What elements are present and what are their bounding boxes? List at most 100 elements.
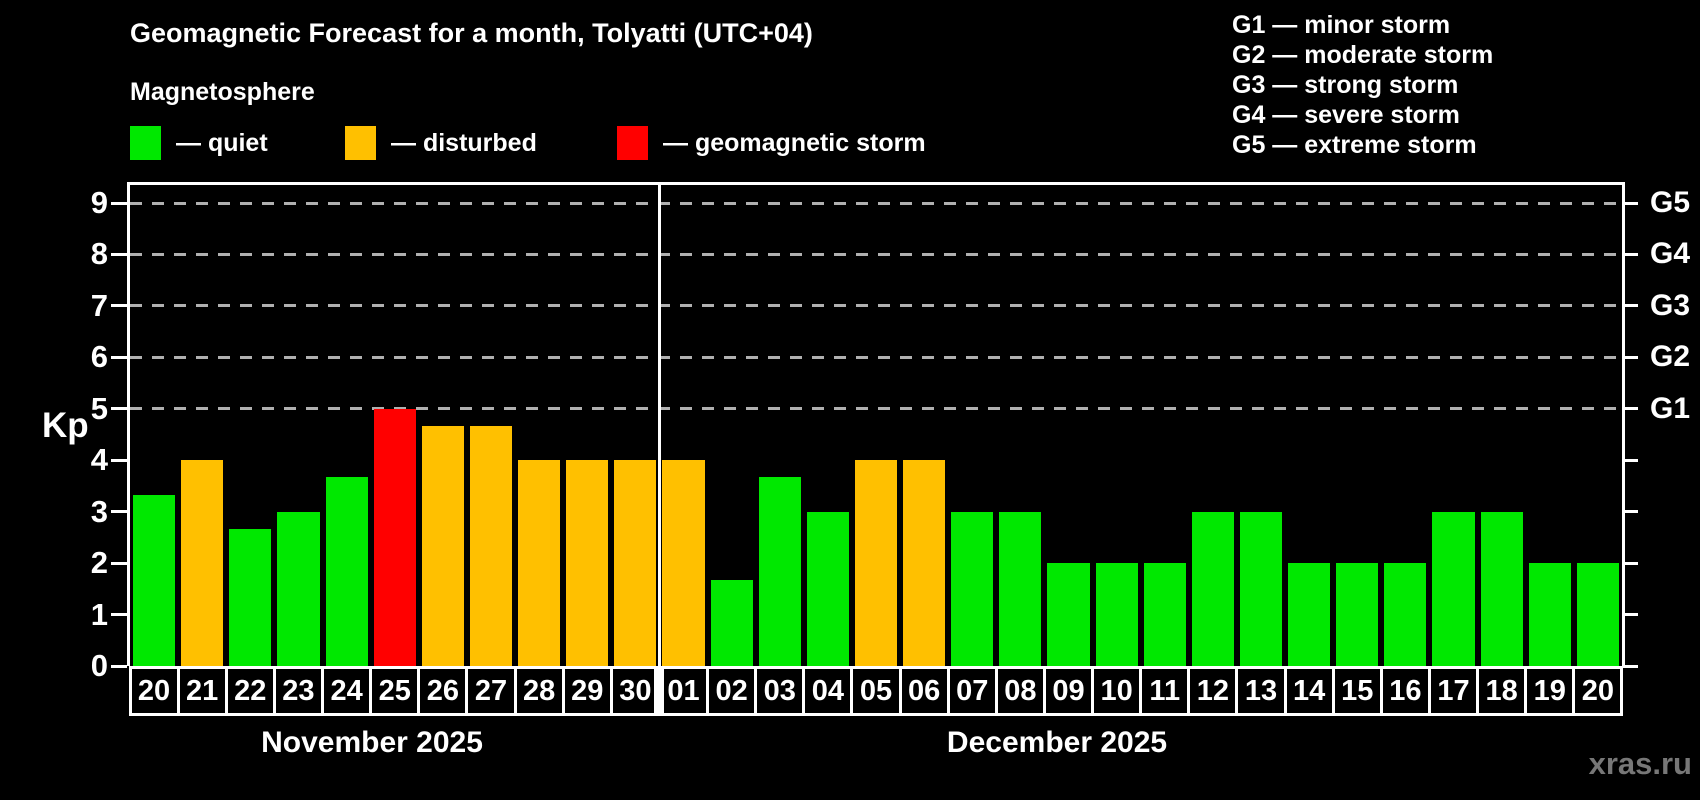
g-axis-label-g4: G4 — [1650, 237, 1691, 271]
day-label: 20 — [1572, 666, 1624, 716]
day-label: 14 — [1283, 666, 1335, 716]
right-axis-tick — [1622, 252, 1638, 256]
day-label: 30 — [609, 666, 661, 716]
legend-item-disturbed: — disturbed — [345, 126, 537, 160]
kp-bar — [1047, 563, 1090, 666]
kp-bar — [1576, 563, 1619, 666]
day-label: 26 — [417, 666, 469, 716]
gridline-kp5 — [130, 407, 1622, 411]
g4-scale-item: G4 — severe storm — [1232, 101, 1460, 129]
kp-bar — [1480, 511, 1523, 666]
kp-bar — [854, 460, 898, 666]
y-axis-tick — [111, 510, 127, 514]
kp-bar — [758, 477, 801, 666]
month-label-december: December 2025 — [946, 726, 1168, 759]
right-axis-tick — [1622, 510, 1638, 514]
right-axis-tick — [1622, 407, 1638, 411]
day-label: 24 — [321, 666, 373, 716]
kp-bar — [903, 460, 946, 666]
day-label: 06 — [898, 666, 950, 716]
kp-bar — [277, 511, 320, 666]
y-axis-tick-label: 8 — [90, 236, 108, 272]
y-axis-tick-label: 2 — [90, 545, 108, 581]
month-divider — [654, 666, 665, 716]
quiet-color-swatch — [130, 126, 161, 160]
legend-label-disturbed: — disturbed — [391, 128, 537, 157]
storm-scale-legend: G1 — minor storm G2 — moderate storm G3 … — [1232, 10, 1493, 160]
kp-bar — [421, 425, 464, 666]
kp-bar — [518, 460, 561, 666]
day-label: 23 — [272, 666, 324, 716]
y-axis-tick-label: 7 — [90, 287, 108, 323]
kp-bar — [469, 425, 513, 666]
y-axis-tick — [111, 355, 127, 359]
kp-bar — [710, 580, 753, 666]
legend-label-storm: — geomagnetic storm — [663, 128, 926, 157]
gridline-kp7 — [130, 304, 1622, 308]
day-label: 17 — [1427, 666, 1480, 716]
y-axis-tick-label: 3 — [90, 493, 108, 529]
day-label: 19 — [1524, 666, 1576, 716]
storm-color-swatch — [617, 126, 648, 160]
kp-bar — [1095, 563, 1138, 666]
day-label: 12 — [1187, 666, 1239, 716]
y-axis-tick — [111, 613, 127, 617]
day-label: 01 — [657, 666, 710, 716]
kp-bar — [373, 408, 416, 666]
day-label: 04 — [802, 666, 854, 716]
right-axis-tick — [1622, 664, 1638, 668]
kp-bar — [1384, 563, 1427, 666]
y-axis-tick — [111, 664, 127, 668]
day-label: 18 — [1476, 666, 1528, 716]
g3-scale-item: G3 — strong storm — [1232, 71, 1459, 99]
kp-bar — [229, 528, 272, 666]
y-axis-tick-label: 9 — [90, 185, 108, 220]
right-axis-tick — [1622, 304, 1638, 308]
kp-bar — [951, 511, 994, 666]
kp-bar — [1143, 563, 1186, 666]
right-axis-tick — [1622, 458, 1638, 462]
y-axis-tick — [111, 201, 127, 205]
kp-bar — [999, 511, 1042, 666]
day-label: 02 — [706, 666, 758, 716]
right-axis-tick — [1622, 355, 1638, 359]
kp-bar — [181, 460, 224, 666]
kp-bar — [1336, 563, 1379, 666]
kp-bar — [1239, 511, 1283, 666]
legend-label-quiet: — quiet — [176, 128, 268, 157]
day-label: 15 — [1331, 666, 1383, 716]
plot-area — [127, 182, 1625, 666]
y-axis-tick — [111, 252, 127, 256]
kp-bar — [806, 511, 849, 666]
y-axis-tick-label: 4 — [90, 442, 108, 478]
day-label: 21 — [176, 666, 228, 716]
day-axis-row: 20 21 22 23 24 25 26 27 28 29 30 01 02 03 04 05 06 07 08 09… — [128, 666, 1624, 716]
gridline-kp8 — [130, 252, 1622, 256]
day-label: 08 — [994, 666, 1046, 716]
right-axis-tick — [1622, 201, 1638, 205]
y-axis-tick-label: 5 — [90, 390, 108, 426]
day-label: 11 — [1139, 666, 1191, 716]
day-label: 28 — [513, 666, 565, 716]
kp-bar — [325, 477, 368, 666]
day-label: 07 — [946, 666, 998, 716]
day-label: 10 — [1091, 666, 1143, 716]
status-legend: — quiet — disturbed — geomagnetic storm — [130, 126, 1030, 164]
month-label-november: November 2025 — [261, 726, 483, 759]
g-axis-label-g1: G1 — [1650, 391, 1691, 425]
gridline-kp9 — [130, 201, 1622, 205]
kp-bar — [614, 460, 657, 666]
kp-bar — [1432, 511, 1475, 666]
kp-bar — [133, 494, 176, 666]
kp-bar — [1528, 563, 1571, 666]
y-axis-tick — [111, 458, 127, 462]
y-axis-tick-label: 6 — [90, 339, 108, 375]
kp-bar — [1191, 511, 1234, 666]
y-axis-tick-label: 1 — [90, 596, 108, 632]
y-axis-tick — [111, 304, 127, 308]
day-label: 27 — [465, 666, 517, 716]
day-label: 22 — [224, 666, 276, 716]
kp-bar — [566, 460, 609, 666]
g-axis-label-g2: G2 — [1650, 340, 1691, 374]
